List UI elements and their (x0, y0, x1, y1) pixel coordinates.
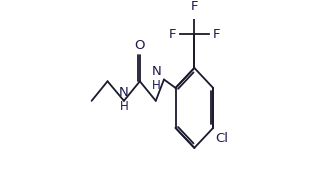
Text: O: O (135, 39, 145, 52)
Text: N: N (119, 86, 129, 99)
Text: H: H (120, 100, 128, 113)
Text: F: F (213, 28, 220, 41)
Text: H: H (151, 79, 160, 92)
Text: F: F (191, 0, 198, 13)
Text: F: F (169, 28, 176, 41)
Text: Cl: Cl (215, 132, 229, 145)
Text: N: N (152, 65, 162, 78)
